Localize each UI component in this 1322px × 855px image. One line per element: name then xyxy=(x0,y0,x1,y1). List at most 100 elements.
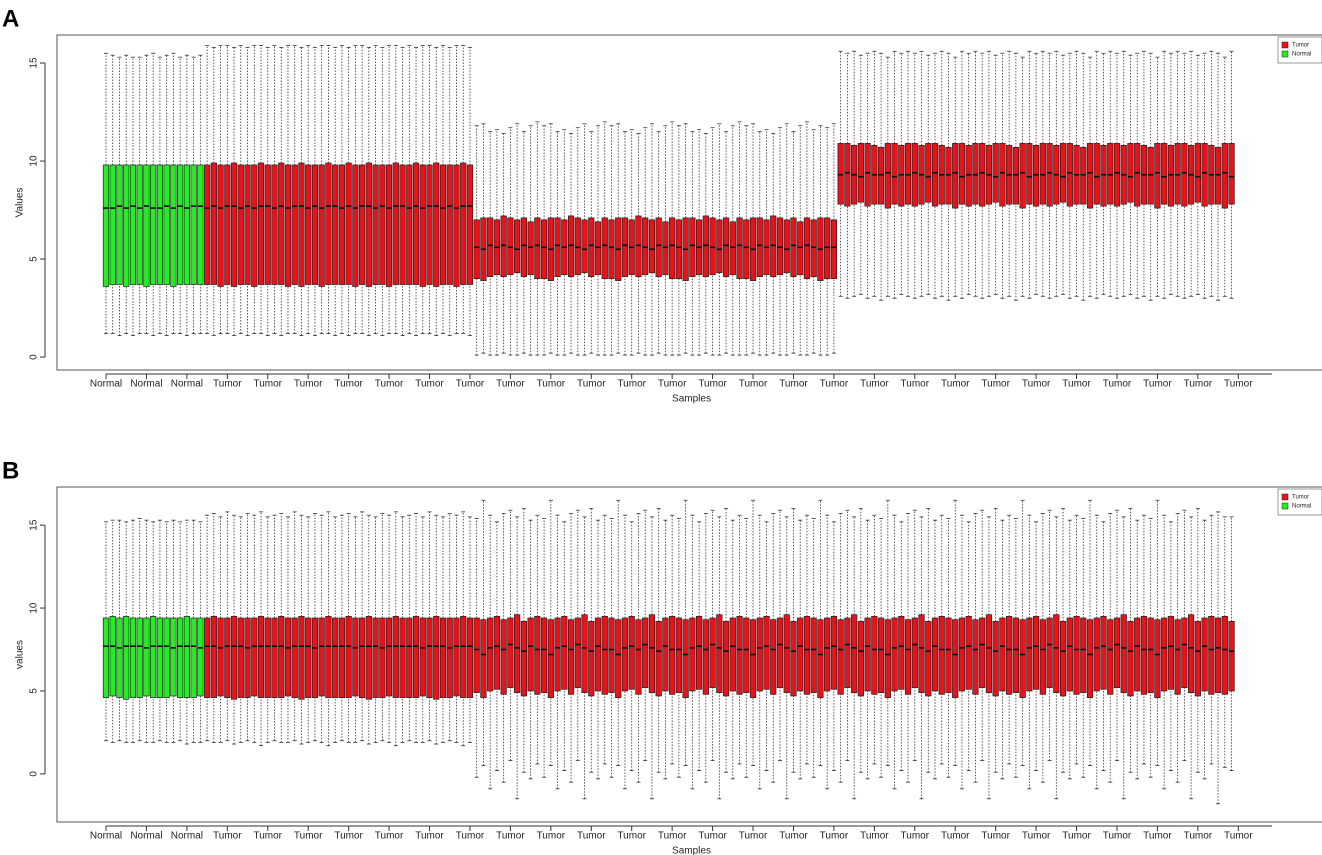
box xyxy=(1134,143,1141,207)
box xyxy=(1100,145,1107,207)
legend-label: Normal xyxy=(1292,52,1311,58)
box xyxy=(1214,146,1222,205)
box xyxy=(251,164,258,287)
box xyxy=(655,217,662,278)
box xyxy=(669,616,676,695)
plot-frame xyxy=(56,34,1322,371)
box xyxy=(406,617,413,698)
box xyxy=(628,616,635,690)
box xyxy=(284,164,292,287)
box xyxy=(884,619,891,698)
box xyxy=(729,617,736,692)
box xyxy=(615,619,622,698)
x-tick-label: Tumor xyxy=(456,831,485,842)
box xyxy=(379,617,386,698)
box xyxy=(143,164,150,287)
legend-swatch xyxy=(1281,502,1289,510)
box xyxy=(608,219,615,280)
legend-label: Normal xyxy=(1292,504,1311,510)
box xyxy=(574,217,581,276)
box xyxy=(1140,616,1148,695)
legend-label: Tumor xyxy=(1292,495,1309,501)
box xyxy=(237,617,244,698)
box xyxy=(385,164,393,287)
box xyxy=(156,617,164,698)
x-tick-label: Tumor xyxy=(941,379,970,390)
box xyxy=(985,614,993,693)
box xyxy=(305,164,312,285)
y-tick-label: 15 xyxy=(29,57,40,69)
box xyxy=(925,143,932,203)
box xyxy=(109,164,116,285)
box xyxy=(534,616,541,695)
x-tick-label: Tumor xyxy=(617,379,646,390)
box xyxy=(163,164,170,285)
box xyxy=(1174,619,1181,695)
box xyxy=(399,164,406,285)
box xyxy=(473,617,480,693)
box xyxy=(426,164,433,285)
box xyxy=(743,617,750,693)
box xyxy=(601,217,608,280)
box xyxy=(1032,616,1040,690)
box xyxy=(648,614,656,693)
box xyxy=(972,619,979,695)
box xyxy=(1174,143,1181,205)
box xyxy=(601,616,608,695)
box xyxy=(183,616,190,698)
y-tick-label: 5 xyxy=(29,256,40,262)
x-tick-label: Tumor xyxy=(334,379,363,390)
box xyxy=(642,617,649,689)
x-tick-label: Tumor xyxy=(1062,379,1091,390)
legend-box xyxy=(1277,488,1322,516)
box xyxy=(170,617,177,697)
box xyxy=(736,616,743,695)
box xyxy=(460,616,467,698)
box xyxy=(1026,143,1033,205)
box xyxy=(453,617,460,697)
x-tick-label: Tumor xyxy=(253,379,282,390)
box xyxy=(635,215,642,278)
box xyxy=(972,143,979,205)
box xyxy=(702,619,709,695)
box xyxy=(325,162,332,285)
box xyxy=(689,617,696,692)
box xyxy=(224,164,231,285)
box xyxy=(675,219,683,280)
box xyxy=(170,164,177,287)
y-tick-label: 5 xyxy=(29,688,40,694)
box xyxy=(271,617,278,698)
box xyxy=(958,143,966,205)
box xyxy=(460,162,467,285)
box xyxy=(332,617,339,698)
legend-label: Tumor xyxy=(1292,43,1309,49)
box xyxy=(938,616,945,695)
legend-swatch xyxy=(1281,493,1289,501)
box xyxy=(648,219,656,274)
box xyxy=(1006,616,1013,695)
x-tick-label: Tumor xyxy=(577,831,606,842)
box xyxy=(958,617,966,692)
box xyxy=(709,617,716,689)
box xyxy=(1066,143,1073,207)
box xyxy=(129,617,137,698)
box xyxy=(1221,616,1228,695)
box xyxy=(837,619,844,695)
box xyxy=(662,617,669,692)
box xyxy=(567,619,575,695)
box xyxy=(507,217,514,276)
x-tick-label: Tumor xyxy=(334,831,363,842)
box xyxy=(1086,143,1094,209)
box xyxy=(345,616,352,698)
box xyxy=(257,162,265,285)
x-tick-label: Tumor xyxy=(658,379,687,390)
box xyxy=(1080,617,1087,693)
x-tick-label: Tumor xyxy=(779,831,808,842)
box xyxy=(311,617,319,698)
y-axis-title: Values xyxy=(15,188,26,218)
box xyxy=(487,217,494,278)
box xyxy=(979,617,986,689)
box xyxy=(803,616,811,695)
box xyxy=(716,219,723,274)
